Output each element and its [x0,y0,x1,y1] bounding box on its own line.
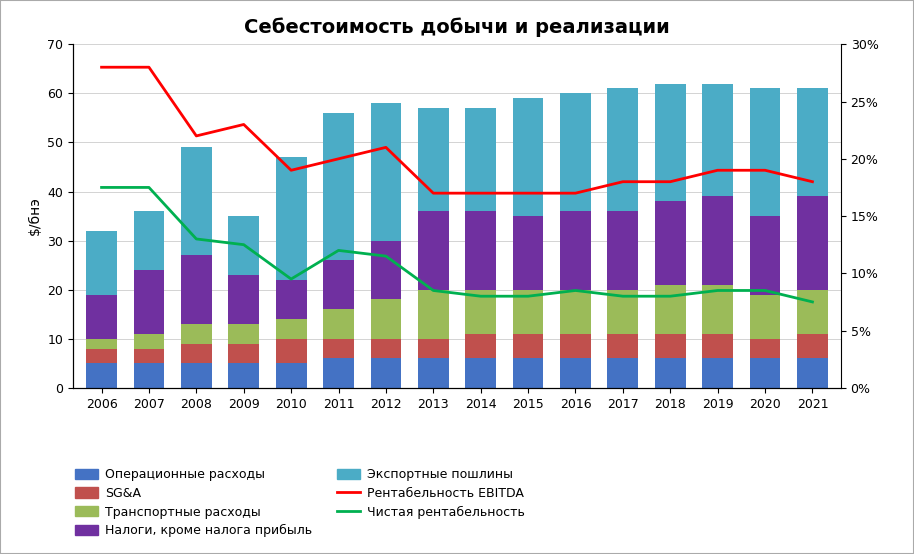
Bar [465,290,496,334]
Bar [654,334,686,358]
Bar [513,334,544,358]
Bar [324,113,354,260]
Bar [702,334,733,358]
Bar [654,358,686,388]
Bar [370,240,401,300]
Bar [797,358,828,388]
Bar [513,290,544,334]
Bar [702,285,733,334]
Bar [181,147,212,255]
Bar [276,157,306,280]
Bar [324,260,354,309]
Bar [418,211,449,290]
Bar [86,295,117,338]
Bar [228,324,260,343]
Bar [797,89,828,197]
Bar [418,338,449,358]
Y-axis label: $/бнэ: $/бнэ [27,197,42,235]
Bar [370,300,401,338]
Bar [749,338,781,358]
Bar [749,295,781,338]
Bar [181,343,212,363]
Bar [749,89,781,216]
Bar [654,84,686,201]
Bar [749,216,781,295]
Bar [86,231,117,295]
Bar [133,211,165,270]
Bar [560,334,590,358]
Bar [465,358,496,388]
Bar [228,275,260,324]
Bar [133,270,165,334]
Bar [465,211,496,290]
Bar [133,363,165,388]
Bar [133,334,165,348]
Bar [324,338,354,358]
Bar [797,334,828,358]
Bar [418,290,449,338]
Bar [749,358,781,388]
Bar [276,338,306,363]
Bar [86,363,117,388]
Bar [86,348,117,363]
Bar [702,84,733,197]
Bar [370,338,401,358]
Bar [324,358,354,388]
Bar [418,108,449,211]
Bar [86,338,117,348]
Title: Себестоимость добычи и реализации: Себестоимость добычи и реализации [244,18,670,37]
Bar [418,358,449,388]
Bar [560,290,590,334]
Bar [797,290,828,334]
Bar [654,201,686,285]
Bar [228,216,260,275]
Legend: Операционные расходы, SG&A, Транспортные расходы, Налоги, кроме налога прибыль, : Операционные расходы, SG&A, Транспортные… [70,463,530,542]
Bar [228,343,260,363]
Bar [560,94,590,211]
Bar [370,358,401,388]
Bar [181,363,212,388]
Bar [276,280,306,319]
Bar [797,197,828,290]
Bar [654,285,686,334]
Bar [608,89,638,211]
Bar [560,358,590,388]
Bar [276,363,306,388]
Bar [228,363,260,388]
Bar [133,348,165,363]
Bar [513,358,544,388]
Bar [181,324,212,343]
Bar [465,108,496,211]
Bar [560,211,590,290]
Bar [608,211,638,290]
Bar [513,98,544,216]
Bar [276,319,306,338]
Bar [608,290,638,334]
Bar [370,103,401,240]
Bar [608,358,638,388]
Bar [702,358,733,388]
Bar [513,216,544,290]
Bar [702,197,733,285]
Bar [465,334,496,358]
Bar [181,255,212,324]
Bar [608,334,638,358]
Bar [324,309,354,338]
